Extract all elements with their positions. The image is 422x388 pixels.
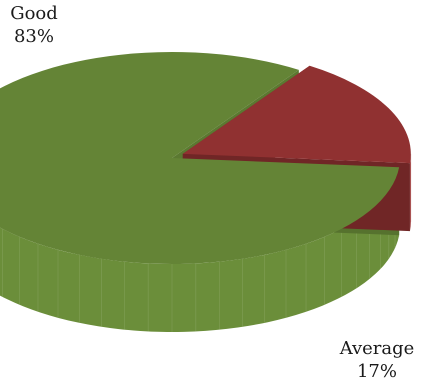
slice-top-average (182, 65, 411, 164)
slice-value-average: 17% (356, 361, 397, 382)
slice-name-average: Average (339, 338, 415, 359)
slice-name-good: Good (10, 3, 58, 24)
pie-top-faces (0, 52, 411, 264)
slice-value-good: 83% (13, 26, 54, 47)
slice-side-good-0 (0, 167, 400, 332)
slice-top-good (0, 52, 400, 264)
slice-label-good: Good 83% (0, 2, 68, 48)
slice-label-average: Average 17% (332, 337, 422, 383)
